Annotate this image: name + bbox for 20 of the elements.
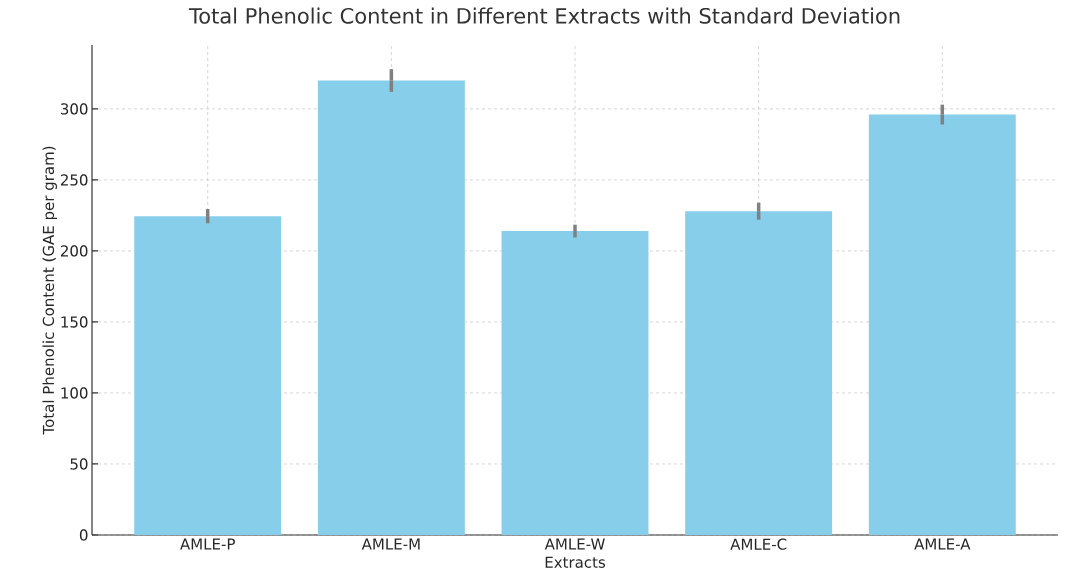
y-tick-label: 300 [60,103,88,115]
y-tick-label: 0 [79,529,88,541]
bar [317,80,465,535]
bar [134,216,282,535]
x-axis-title: Extracts [545,556,606,568]
x-tick-label: AMLE-W [544,538,605,550]
x-tick-label: AMLE-A [914,538,971,550]
y-tick-label: 100 [61,387,88,399]
bar [685,211,833,535]
y-tick-label: 200 [60,245,88,257]
chart-title: Total Phenolic Content in Different Extracts with Standard Deviation [188,7,900,24]
bar [868,114,1016,535]
x-tick-label: AMLE-M [361,538,420,550]
x-tick-label: AMLE-C [730,538,787,550]
y-axis-title: Total Phenolic Content (GAE per gram) [42,146,57,435]
y-tick-label: 150 [61,316,88,328]
y-tick-label: 250 [60,174,88,186]
x-tick-label: AMLE-P [180,538,235,550]
bar [501,231,649,535]
y-tick-label: 50 [70,458,88,470]
